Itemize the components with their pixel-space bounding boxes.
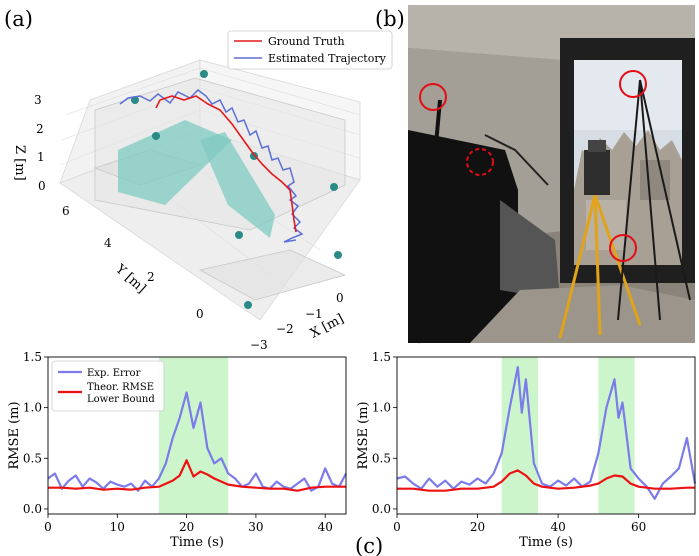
z-tick-1: 1 — [37, 150, 45, 164]
x-tick-label: 10 — [110, 520, 125, 534]
rmse-chart-right: 0 20 40 60 0.0 0.5 1.0 1.5 Time (s) RMSE (m) — [356, 350, 697, 550]
x-tick-label: 60 — [631, 520, 646, 534]
x-tick-label: 0 — [44, 520, 52, 534]
exp-error-line — [396, 366, 697, 500]
anchor-point — [200, 70, 208, 78]
anchor-point — [131, 96, 139, 104]
panel-label-c: (c) — [355, 534, 383, 556]
legend-ground-truth: Ground Truth — [268, 35, 345, 48]
y-tick-label: 1.0 — [372, 401, 391, 415]
panel-label-b: (b) — [375, 7, 405, 31]
anchor-points — [131, 70, 342, 309]
z-axis-label: Z [m] — [12, 145, 27, 181]
marker-circle-dashed — [466, 148, 494, 176]
x-tick-label: 30 — [248, 520, 263, 534]
x-tick-label: 20 — [470, 520, 485, 534]
legend-bound: Lower Bound — [87, 394, 155, 405]
legend-bound: Theor. RMSE — [87, 382, 154, 393]
y-tick-4: 4 — [104, 236, 112, 250]
x-tick-m3: −3 — [250, 338, 268, 352]
legend-exp-error: Exp. Error — [87, 368, 141, 379]
z-tick-3: 3 — [34, 93, 42, 107]
plot-frame — [47, 356, 347, 515]
x-tick-m1: −1 — [305, 307, 323, 321]
trajectory-3d-plot: 3 2 1 0 6 4 2 0 0 −1 −2 −3 Z [m] Y [m] X… — [12, 30, 393, 352]
x-tick-label: 0 — [393, 520, 401, 534]
x-axis-label: Time (s) — [170, 535, 224, 550]
y-axis-label: RMSE (m) — [356, 401, 371, 469]
y-tick-label: 1.5 — [372, 350, 391, 364]
y-axis-label: Y [m] — [112, 261, 149, 296]
highlight-region — [158, 357, 229, 514]
anchor-point — [330, 183, 338, 191]
y-tick-label: 1.5 — [23, 350, 42, 364]
x-axis-label: Time (s) — [519, 535, 573, 550]
highlight-region — [598, 357, 635, 514]
y-axis-label: RMSE (m) — [7, 401, 22, 469]
anchor-point — [235, 231, 243, 239]
y-tick-label: 0.5 — [372, 451, 391, 465]
anchor-point — [152, 132, 160, 140]
rmse-chart-left: 0 10 20 30 40 0.0 0.5 1.0 1.5 Time (s) RMSE (m) Exp… — [7, 350, 347, 550]
x-tick-label: 40 — [318, 520, 333, 534]
legend-a: Ground Truth Estimated Trajectory — [227, 30, 393, 70]
z-tick-0: 0 — [38, 179, 46, 193]
legend-estimated-trajectory: Estimated Trajectory — [268, 52, 387, 65]
y-tick-6: 6 — [62, 204, 70, 218]
y-tick-2: 2 — [147, 270, 155, 284]
marker-circle — [619, 70, 647, 98]
y-tick-label: 1.0 — [23, 401, 42, 415]
y-tick-label: 0.0 — [372, 502, 391, 516]
y-tick-label: 0.0 — [23, 502, 42, 516]
x-tick-label: 20 — [179, 520, 194, 534]
x-tick-m2: −2 — [276, 322, 294, 336]
marker-circle — [609, 234, 637, 262]
landing-lower — [198, 249, 347, 301]
z-tick-2: 2 — [36, 122, 44, 136]
marker-circle — [419, 83, 447, 111]
stair-plane-2 — [200, 132, 275, 238]
ground-truth-line — [155, 95, 297, 233]
rmse-bound-line — [48, 459, 346, 492]
legend-box — [51, 360, 165, 412]
rmse-bound-line — [397, 469, 695, 492]
x-tick-0: 0 — [336, 291, 344, 305]
y-tick-0: 0 — [196, 307, 204, 321]
anchor-point — [244, 301, 252, 309]
panel-label-a: (a) — [4, 7, 33, 31]
plot-frame — [396, 356, 696, 515]
stairwell-photo — [408, 5, 695, 344]
anchor-point — [334, 251, 342, 259]
x-tick-label: 40 — [550, 520, 565, 534]
y-tick-label: 0.5 — [23, 451, 42, 465]
exp-error-line — [47, 391, 347, 492]
